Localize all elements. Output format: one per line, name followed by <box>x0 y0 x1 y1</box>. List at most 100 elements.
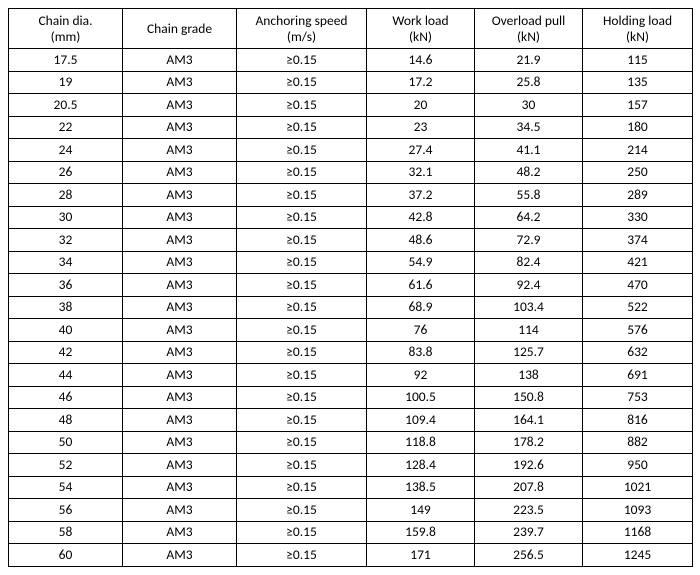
table-cell: 150.8 <box>475 386 583 409</box>
table-cell: ≥0.15 <box>237 229 367 252</box>
header-text: Work load <box>369 13 472 29</box>
col-header-chain-grade: Chain grade <box>123 9 237 49</box>
table-row: 42AM3≥0.1583.8125.7632 <box>9 341 693 364</box>
table-cell: 21.9 <box>475 49 583 72</box>
table-cell: 17.2 <box>367 71 475 94</box>
table-cell: ≥0.15 <box>237 319 367 342</box>
table-cell: 20 <box>367 94 475 117</box>
table-cell: 164.1 <box>475 409 583 432</box>
table-cell: ≥0.15 <box>237 364 367 387</box>
table-row: 60AM3≥0.15171256.51245 <box>9 544 693 567</box>
table-cell: AM3 <box>123 521 237 544</box>
table-cell: 159.8 <box>367 521 475 544</box>
header-text: Overload pull <box>477 13 580 29</box>
table-cell: 138.5 <box>367 476 475 499</box>
table-row: 46AM3≥0.15100.5150.8753 <box>9 386 693 409</box>
table-cell: 180 <box>583 116 693 139</box>
table-cell: 32 <box>9 229 123 252</box>
table-cell: AM3 <box>123 296 237 319</box>
table-header: Chain dia. (mm) Chain grade Anchoring sp… <box>9 9 693 49</box>
table-cell: 100.5 <box>367 386 475 409</box>
table-cell: 250 <box>583 161 693 184</box>
table-cell: 76 <box>367 319 475 342</box>
header-text: Chain grade <box>147 20 212 37</box>
table-cell: 58 <box>9 521 123 544</box>
table-cell: 522 <box>583 296 693 319</box>
table-cell: AM3 <box>123 544 237 567</box>
table-cell: AM3 <box>123 499 237 522</box>
table-cell: 52 <box>9 454 123 477</box>
table-cell: 103.4 <box>475 296 583 319</box>
table-cell: AM3 <box>123 431 237 454</box>
table-cell: 42.8 <box>367 206 475 229</box>
table-cell: 32.1 <box>367 161 475 184</box>
table-cell: ≥0.15 <box>237 341 367 364</box>
table-cell: ≥0.15 <box>237 386 367 409</box>
table-cell: 48 <box>9 409 123 432</box>
table-cell: 576 <box>583 319 693 342</box>
table-cell: AM3 <box>123 409 237 432</box>
table-cell: 23 <box>367 116 475 139</box>
col-header-holding-load: Holding load (kN) <box>583 9 693 49</box>
table-cell: 19 <box>9 71 123 94</box>
table-cell: ≥0.15 <box>237 409 367 432</box>
table-row: 28AM3≥0.1537.255.8289 <box>9 184 693 207</box>
table-cell: 55.8 <box>475 184 583 207</box>
table-row: 32AM3≥0.1548.672.9374 <box>9 229 693 252</box>
table-cell: 1021 <box>583 476 693 499</box>
table-cell: 48.6 <box>367 229 475 252</box>
table-cell: ≥0.15 <box>237 476 367 499</box>
table-cell: 20.5 <box>9 94 123 117</box>
table-cell: 30 <box>475 94 583 117</box>
table-cell: 68.9 <box>367 296 475 319</box>
table-body: 17.5AM3≥0.1514.621.911519AM3≥0.1517.225.… <box>9 49 693 567</box>
table-cell: 207.8 <box>475 476 583 499</box>
table-cell: 34 <box>9 251 123 274</box>
table-cell: 374 <box>583 229 693 252</box>
table-cell: 115 <box>583 49 693 72</box>
table-cell: 42 <box>9 341 123 364</box>
table-row: 26AM3≥0.1532.148.2250 <box>9 161 693 184</box>
table-cell: 56 <box>9 499 123 522</box>
table-cell: 118.8 <box>367 431 475 454</box>
table-cell: AM3 <box>123 139 237 162</box>
table-cell: AM3 <box>123 94 237 117</box>
table-cell: 256.5 <box>475 544 583 567</box>
table-cell: 92 <box>367 364 475 387</box>
table-cell: 816 <box>583 409 693 432</box>
table-row: 40AM3≥0.1576114576 <box>9 319 693 342</box>
table-row: 17.5AM3≥0.1514.621.9115 <box>9 49 693 72</box>
table-row: 50AM3≥0.15118.8178.2882 <box>9 431 693 454</box>
table-cell: 28 <box>9 184 123 207</box>
table-row: 24AM3≥0.1527.441.1214 <box>9 139 693 162</box>
table-cell: 41.1 <box>475 139 583 162</box>
table-row: 20.5AM3≥0.152030157 <box>9 94 693 117</box>
table-cell: 38 <box>9 296 123 319</box>
table-row: 22AM3≥0.152334.5180 <box>9 116 693 139</box>
table-cell: 30 <box>9 206 123 229</box>
table-cell: 330 <box>583 206 693 229</box>
header-text: Anchoring speed <box>239 13 364 29</box>
table-cell: 1168 <box>583 521 693 544</box>
table-cell: 239.7 <box>475 521 583 544</box>
table-cell: 46 <box>9 386 123 409</box>
table-cell: 24 <box>9 139 123 162</box>
table-cell: ≥0.15 <box>237 431 367 454</box>
table-cell: 149 <box>367 499 475 522</box>
table-cell: 192.6 <box>475 454 583 477</box>
table-cell: 470 <box>583 274 693 297</box>
table-row: 19AM3≥0.1517.225.8135 <box>9 71 693 94</box>
table-cell: 82.4 <box>475 251 583 274</box>
table-cell: ≥0.15 <box>237 49 367 72</box>
table-cell: 37.2 <box>367 184 475 207</box>
table-row: 30AM3≥0.1542.864.2330 <box>9 206 693 229</box>
col-header-chain-dia: Chain dia. (mm) <box>9 9 123 49</box>
table-cell: 178.2 <box>475 431 583 454</box>
table-cell: ≥0.15 <box>237 521 367 544</box>
table-cell: ≥0.15 <box>237 139 367 162</box>
header-text: Chain dia. <box>11 13 120 29</box>
table-cell: AM3 <box>123 49 237 72</box>
table-cell: AM3 <box>123 386 237 409</box>
table-cell: 125.7 <box>475 341 583 364</box>
table-cell: 950 <box>583 454 693 477</box>
